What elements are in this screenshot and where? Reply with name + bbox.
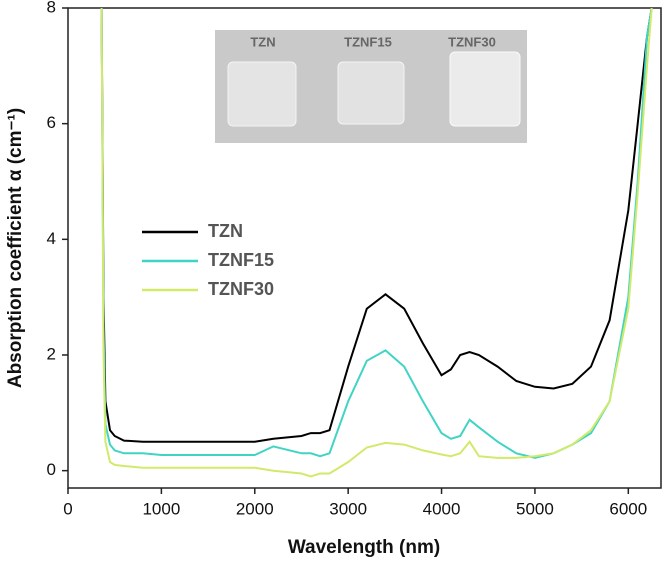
inset-photo: TZN TZNF15 TZNF30 (215, 30, 527, 143)
x-tick-label: 1000 (142, 499, 180, 518)
x-tick-label: 2000 (236, 499, 274, 518)
x-tick-label: 3000 (329, 499, 367, 518)
plot-lines (100, 8, 653, 478)
y-tick-label: 6 (47, 113, 56, 132)
data-line (100, 8, 653, 443)
y-tick-label: 0 (47, 460, 56, 479)
legend-label: TZNF30 (208, 279, 274, 299)
legend-label: TZN (208, 221, 243, 241)
y-axis-title: Absorption coefficient α (cm⁻¹) (5, 108, 26, 388)
data-line (100, 8, 653, 478)
y-tick-label: 2 (47, 344, 56, 363)
plot-frame (67, 7, 662, 489)
inset-label: TZNF15 (344, 34, 392, 49)
inset-label: TZNF30 (448, 34, 496, 49)
legend-label: TZNF15 (208, 250, 274, 270)
x-tick-label: 4000 (423, 499, 461, 518)
x-tick-label: 6000 (609, 499, 647, 518)
y-tick-label: 4 (47, 229, 56, 248)
y-tick-label: 8 (47, 0, 56, 16)
x-tick-label: 5000 (516, 499, 554, 518)
inset-label: TZN (250, 34, 275, 49)
x-axis-title: Wavelength (nm) (288, 537, 440, 558)
x-tick-label: 0 (63, 499, 72, 518)
